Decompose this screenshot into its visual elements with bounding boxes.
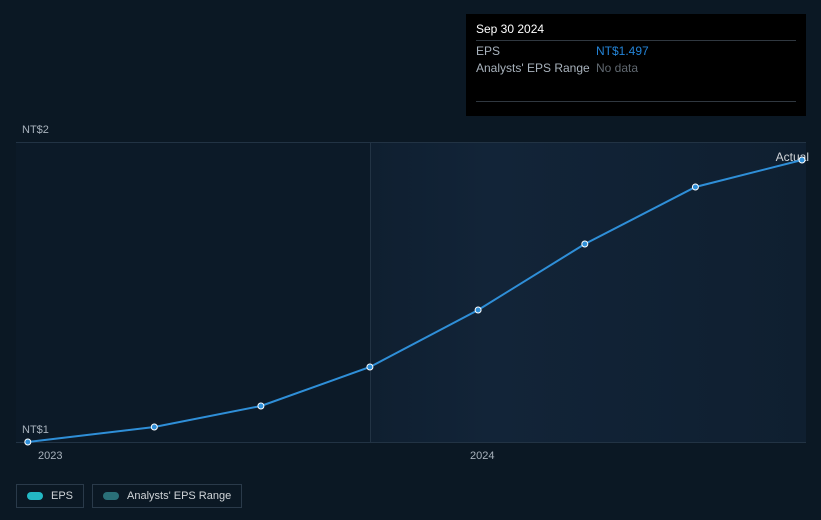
y-tick-label: NT$2: [22, 124, 49, 136]
series-marker[interactable]: [258, 403, 264, 409]
x-tick-label: 2024: [470, 450, 494, 462]
x-tick-label: 2023: [38, 450, 62, 462]
series-marker[interactable]: [799, 157, 805, 163]
tooltip-row: Analysts' EPS Range No data: [476, 58, 796, 75]
tooltip-key: Analysts' EPS Range: [476, 61, 596, 75]
legend: EPS Analysts' EPS Range: [16, 484, 242, 508]
tooltip-key: EPS: [476, 44, 596, 58]
legend-item-eps[interactable]: EPS: [16, 484, 84, 508]
tooltip-value: No data: [596, 61, 638, 75]
legend-swatch-icon: [103, 492, 119, 500]
series-marker[interactable]: [475, 307, 481, 313]
tooltip-value: NT$1.497: [596, 44, 649, 58]
tooltip-separator: [476, 101, 796, 102]
series-marker[interactable]: [692, 184, 698, 190]
gridline-y: [16, 442, 806, 443]
series-marker[interactable]: [25, 439, 31, 445]
series-marker[interactable]: [582, 241, 588, 247]
line-series-svg: [16, 142, 806, 442]
series-line: [28, 160, 802, 442]
legend-swatch-icon: [27, 492, 43, 500]
legend-label: EPS: [51, 490, 73, 502]
series-marker[interactable]: [151, 424, 157, 430]
legend-label: Analysts' EPS Range: [127, 490, 231, 502]
legend-item-analysts-range[interactable]: Analysts' EPS Range: [92, 484, 242, 508]
series-marker[interactable]: [367, 364, 373, 370]
eps-chart: NT$2 NT$1 2023 2024 Actual Sep 30 2024 E…: [0, 0, 821, 520]
tooltip: Sep 30 2024 EPS NT$1.497 Analysts' EPS R…: [466, 14, 806, 116]
tooltip-row: EPS NT$1.497: [476, 41, 796, 58]
tooltip-date: Sep 30 2024: [476, 22, 796, 41]
